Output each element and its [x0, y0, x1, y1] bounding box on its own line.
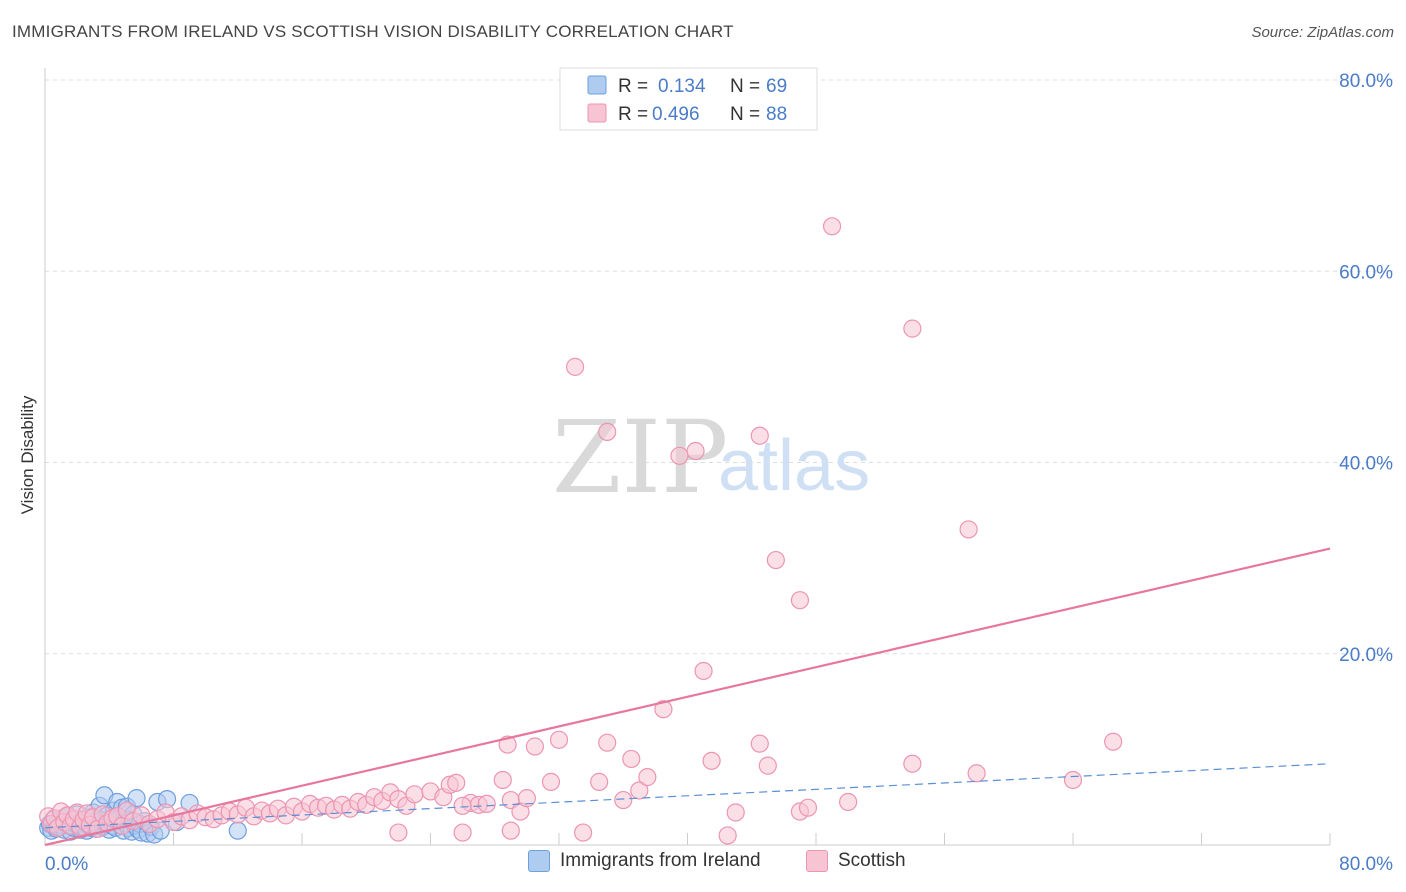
bottom-legend-swatch-scottish: [806, 850, 828, 872]
data-point-scottish-89: [598, 422, 617, 441]
data-point-scottish-91: [903, 319, 922, 338]
chart-title: IMMIGRANTS FROM IRELAND VS SCOTTISH VISI…: [12, 22, 734, 41]
data-point-scottish-87: [790, 591, 810, 610]
data-points: [39, 217, 1123, 845]
data-point-scottish-65: [493, 770, 512, 790]
legend-n-label-scottish: N =: [730, 104, 760, 125]
bottom-legend-label-scottish: Scottish: [838, 850, 906, 871]
y-tick-label-3: 80.0%: [1339, 71, 1393, 92]
x-tick-label-0: 0.0%: [45, 854, 88, 875]
data-point-scottish-92: [959, 520, 978, 539]
data-point-scottish-64: [477, 794, 496, 813]
data-point-scottish-75: [590, 772, 609, 791]
data-point-scottish-71: [549, 730, 569, 749]
watermark: ZIP atlas: [552, 399, 870, 516]
data-point-scottish-97: [1104, 732, 1123, 751]
data-point-scottish-100: [726, 803, 745, 822]
data-point-scottish-61: [447, 773, 466, 792]
legend-n-label-ireland: N =: [730, 76, 760, 97]
watermark-atlas: atlas: [718, 426, 870, 506]
data-point-scottish-88: [565, 357, 585, 376]
bottom-legend-item-scottish: Scottish: [806, 850, 906, 872]
data-point-scottish-99: [702, 751, 721, 770]
data-point-scottish-90: [822, 217, 842, 236]
data-point-scottish-74: [501, 821, 520, 840]
trend-lines: [44, 547, 1331, 847]
y-tick-label-0: 20.0%: [1339, 645, 1393, 666]
data-point-scottish-73: [453, 823, 472, 842]
legend-r-label-ireland: R =: [618, 76, 648, 97]
data-point-scottish-106: [517, 789, 536, 808]
legend-n-value-ireland: 69: [766, 76, 787, 97]
data-point-scottish-104: [798, 798, 818, 817]
data-point-scottish-57: [405, 785, 424, 804]
data-point-scottish-70: [541, 772, 561, 791]
y-tick-label-1: 40.0%: [1339, 454, 1393, 475]
legend-r-label-scottish: R =: [618, 104, 648, 125]
y-tick-label-2: 60.0%: [1339, 262, 1393, 283]
data-point-scottish-78: [622, 749, 641, 769]
data-point-scottish-95: [967, 764, 986, 783]
x-tick-label-1: 80.0%: [1339, 854, 1393, 875]
data-point-scottish-98: [718, 826, 737, 845]
data-point-scottish-93: [903, 754, 922, 773]
data-point-ireland-68: [228, 821, 247, 840]
legend-r-value-scottish: 0.496: [652, 104, 700, 125]
data-point-scottish-101: [750, 734, 769, 753]
data-point-scottish-80: [638, 768, 657, 787]
bottom-legend-label-ireland: Immigrants from Ireland: [560, 850, 761, 871]
data-point-scottish-81: [654, 700, 673, 719]
data-point-scottish-76: [598, 733, 617, 752]
legend-swatch-scottish: [587, 103, 607, 123]
bottom-legend-swatch-ireland: [528, 850, 550, 872]
legend-n-value-scottish: 88: [766, 104, 787, 125]
grid-lines: [45, 79, 1395, 655]
trend-line-ireland: [44, 763, 1331, 829]
data-point-scottish-107: [453, 796, 472, 815]
data-point-ireland-55: [127, 789, 146, 808]
data-point-scottish-86: [766, 550, 785, 570]
trend-line-scottish: [44, 547, 1331, 847]
bottom-legend: Immigrants from Ireland Scottish: [0, 850, 1406, 878]
legend-r-value-ireland: 0.134: [658, 76, 706, 97]
tick-labels: 20.0% 40.0% 60.0% 80.0% 0.0% 80.0%: [45, 71, 1393, 875]
data-point-scottish-84: [686, 441, 705, 461]
source-label: Source: ZipAtlas.com: [1251, 24, 1394, 41]
data-point-scottish-85: [750, 426, 769, 445]
data-point-scottish-105: [573, 823, 593, 842]
legend-swatch-ireland: [587, 75, 607, 95]
data-point-scottish-96: [1063, 770, 1083, 790]
data-point-scottish-102: [758, 756, 777, 775]
data-point-scottish-83: [670, 446, 689, 465]
bottom-legend-item-ireland: Immigrants from Ireland: [528, 850, 761, 872]
data-point-scottish-77: [614, 790, 633, 810]
data-point-scottish-72: [389, 823, 408, 842]
data-point-scottish-79: [630, 781, 649, 800]
data-point-scottish-69: [525, 737, 545, 756]
legend: R = 0.134 N = 69 R = 0.496 N = 88: [559, 67, 818, 131]
data-point-scottish-82: [694, 661, 713, 681]
data-point-scottish-94: [839, 792, 858, 812]
